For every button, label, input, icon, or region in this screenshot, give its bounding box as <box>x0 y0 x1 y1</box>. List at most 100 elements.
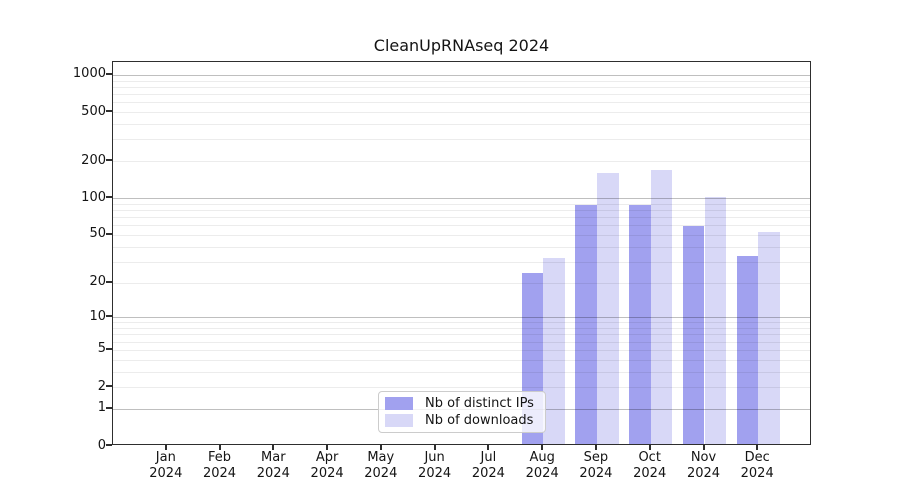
x-tick-year: 2024 <box>471 466 505 481</box>
y-tick-label: 10 <box>89 308 106 324</box>
gridline <box>113 139 810 141</box>
bar-downloads <box>650 170 673 444</box>
gridline <box>113 234 810 236</box>
legend-swatch-distinct-ips <box>385 396 413 410</box>
gridline <box>113 209 810 211</box>
x-tick-year: 2024 <box>256 466 290 481</box>
gridline <box>113 124 810 125</box>
x-tick-month: Dec <box>744 450 770 465</box>
y-tick-mark <box>106 385 112 387</box>
legend-label-distinct-ips: Nb of distinct IPs <box>425 395 534 411</box>
x-tick-label: Jan 2024 <box>134 450 198 482</box>
y-tick-label: 100 <box>81 189 106 205</box>
gridline <box>113 203 810 205</box>
legend-label-downloads: Nb of downloads <box>425 413 534 429</box>
y-tick-mark <box>106 110 112 113</box>
x-tick-year: 2024 <box>579 466 613 481</box>
bar-downloads <box>543 257 565 444</box>
gridline <box>113 225 810 227</box>
x-tick-label: Dec 2024 <box>725 450 789 482</box>
x-tick-year: 2024 <box>149 466 183 481</box>
y-tick-label: 200 <box>81 152 106 168</box>
x-tick-label: Mar 2024 <box>241 450 305 482</box>
gridline <box>113 74 810 76</box>
y-tick-mark <box>106 280 112 283</box>
x-tick-label: Apr 2024 <box>295 450 359 482</box>
y-tick-mark <box>106 232 112 235</box>
chart-title: CleanUpRNAseq 2024 <box>373 36 550 55</box>
y-tick-label: 1 <box>97 400 106 416</box>
x-tick-month: Jul <box>480 450 497 465</box>
y-tick-label: 500 <box>81 103 106 119</box>
x-tick-month: Apr <box>315 450 339 465</box>
gridline <box>113 246 810 248</box>
gridline <box>113 261 810 263</box>
x-tick-year: 2024 <box>202 466 237 481</box>
gridline <box>113 317 810 319</box>
x-tick-label: Oct 2024 <box>618 450 682 482</box>
x-tick-month: Oct <box>638 450 661 465</box>
gridline <box>113 198 810 200</box>
x-tick-year: 2024 <box>310 466 344 481</box>
y-tick-mark <box>106 159 112 162</box>
gridline <box>113 161 810 163</box>
bar-distinct-ips <box>682 225 705 444</box>
x-tick-month: Sep <box>583 450 609 465</box>
gridline <box>113 80 810 82</box>
x-tick-mark <box>326 445 329 450</box>
x-tick-month: Mar <box>261 450 286 465</box>
x-tick-month: Feb <box>207 450 232 465</box>
x-tick-mark <box>272 445 275 450</box>
x-tick-year: 2024 <box>525 466 559 481</box>
x-tick-mark <box>756 445 759 450</box>
x-tick-mark <box>487 445 490 450</box>
legend: Nb of distinct IPs Nb of downloads <box>378 391 546 433</box>
x-tick-label: Aug 2024 <box>510 450 574 482</box>
y-tick-label: 1000 <box>72 66 106 82</box>
bar-distinct-ips <box>629 204 651 444</box>
bar-downloads <box>758 231 780 444</box>
y-tick-label: 5 <box>97 341 106 357</box>
x-tick-year: 2024 <box>740 466 774 481</box>
gridline <box>113 102 810 104</box>
y-tick-label: 20 <box>89 274 106 289</box>
x-tick-label: May 2024 <box>349 450 413 482</box>
x-tick-mark <box>164 445 167 450</box>
gridline <box>113 94 810 95</box>
gridline <box>113 282 810 284</box>
legend-item-distinct-ips: Nb of distinct IPs <box>385 395 539 412</box>
x-tick-label: Jun 2024 <box>403 450 467 482</box>
x-tick-label: Feb 2024 <box>188 450 252 482</box>
x-tick-month: Aug <box>529 450 555 465</box>
x-tick-month: Nov <box>690 450 717 465</box>
x-tick-mark <box>379 445 382 450</box>
legend-swatch-downloads <box>385 414 413 428</box>
x-tick-month: Jan <box>155 450 176 465</box>
x-tick-mark <box>218 445 221 450</box>
gridline <box>113 112 810 114</box>
x-tick-mark <box>433 445 436 450</box>
gridline <box>113 371 810 373</box>
y-tick-mark <box>106 347 112 350</box>
gridline <box>113 387 810 388</box>
y-tick-mark <box>106 196 112 199</box>
x-tick-month: May <box>367 450 395 465</box>
x-tick-mark <box>648 445 651 450</box>
x-tick-label: Jul 2024 <box>456 450 520 482</box>
x-tick-year: 2024 <box>418 466 452 481</box>
plot-area <box>112 61 811 445</box>
gridline <box>113 328 810 329</box>
gridline <box>113 86 810 88</box>
bar-downloads <box>704 196 727 444</box>
bar-distinct-ips <box>736 256 759 444</box>
gridline <box>113 217 810 218</box>
x-tick-mark <box>541 445 544 450</box>
x-tick-year: 2024 <box>364 466 398 481</box>
y-tick-label: 0 <box>97 437 106 453</box>
x-tick-mark <box>702 445 705 450</box>
x-tick-mark <box>594 445 597 450</box>
y-tick-mark <box>106 72 112 75</box>
gridline <box>113 341 810 343</box>
gridline <box>113 349 810 351</box>
